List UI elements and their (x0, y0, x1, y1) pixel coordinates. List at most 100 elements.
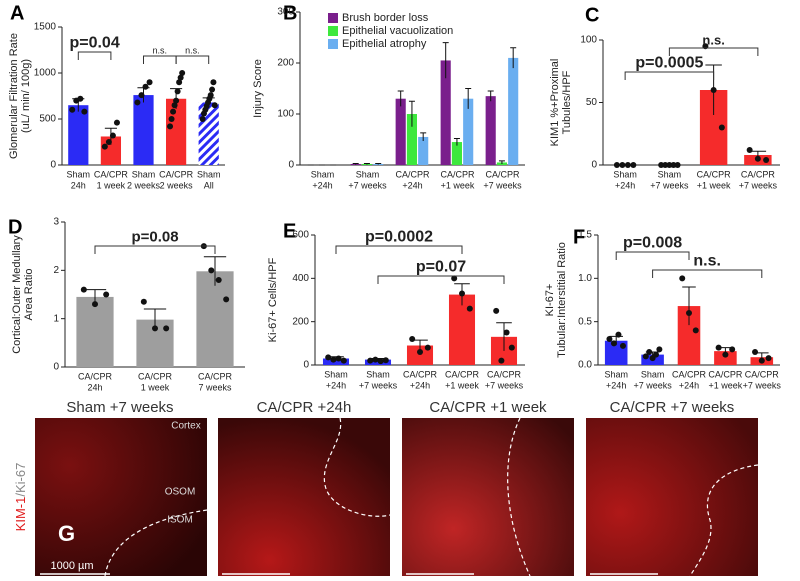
significance-bracket (668, 47, 759, 56)
y-axis-label: Glomerular Filtration Rate (8, 33, 20, 159)
data-point (69, 106, 76, 113)
error-bar (363, 162, 370, 165)
y-tick-label: 200 (277, 58, 294, 69)
x-tick-label: +7 weeks (650, 180, 689, 190)
micrograph-title: CA/CPR +24h (257, 399, 352, 416)
data-point (451, 275, 458, 282)
y-tick-label: 2 (53, 265, 59, 276)
scale-bar-label: 1000 µm (50, 560, 93, 572)
x-tick-label: +1 week (709, 380, 743, 390)
bar (418, 136, 429, 165)
data-point (103, 291, 110, 298)
y-tick-label: 0 (50, 160, 56, 171)
legend-swatch (328, 26, 338, 36)
micrograph-panel: Sham +7 weeks CA/CPR +24h CA/CPR +1 week… (13, 399, 759, 577)
y-axis-label: Injury Score (252, 59, 264, 118)
x-tick-label: Sham (613, 169, 637, 179)
data-point (652, 351, 659, 358)
x-tick-label: 2 weeks (160, 180, 194, 190)
bar (677, 306, 701, 365)
x-tick-label: +24h (615, 180, 635, 190)
data-point (142, 83, 149, 90)
significance-bracket (377, 275, 505, 284)
region-label: Cortex (171, 421, 200, 432)
data-point (330, 356, 337, 363)
boundary-line (689, 464, 759, 577)
y-tick-label: 600 (292, 230, 309, 241)
error-bar (453, 137, 460, 146)
x-tick-label: +1 week (445, 380, 479, 390)
bar (714, 351, 737, 365)
data-point (729, 346, 736, 353)
micrograph (35, 418, 207, 576)
significance-bracket (652, 269, 763, 278)
data-point (174, 88, 181, 95)
x-tick-label: Sham (604, 369, 628, 379)
significance-bracket (77, 51, 112, 60)
data-point (152, 325, 158, 332)
y-tick-label: 0 (591, 160, 597, 171)
significance-label: n.s. (702, 32, 724, 47)
x-tick-label: CA/CPR (159, 169, 194, 179)
data-point (746, 147, 753, 153)
error-bar (375, 162, 382, 165)
x-tick-label: Sham (324, 369, 348, 379)
error-bar (496, 322, 512, 351)
data-point (710, 87, 717, 93)
data-point (109, 132, 116, 139)
data-point (134, 99, 141, 106)
stain-label-ki: /Ki-67 (13, 463, 28, 497)
x-tick-label: Sham (366, 369, 390, 379)
significance-label: p=0.0002 (365, 228, 433, 245)
boundary-line (104, 509, 208, 577)
y-tick-label: 500 (39, 114, 56, 125)
x-tick-label: CA/CPR (138, 371, 173, 381)
micrograph-title: CA/CPR +7 weeks (610, 399, 735, 416)
data-point (692, 327, 699, 334)
data-point (613, 162, 620, 168)
y-tick-label: 1000 (34, 68, 57, 79)
data-point (140, 298, 147, 305)
error-bar (352, 162, 359, 165)
y-axis-label: Cortical:Outer Medullary (11, 235, 23, 354)
x-tick-label: Sham (356, 169, 380, 179)
data-point (325, 354, 332, 361)
legend-swatch (328, 39, 338, 49)
panel-label: A (10, 2, 24, 24)
data-point (209, 86, 216, 93)
bar (508, 57, 519, 165)
stain-label: KIM-1/Ki-67 (13, 463, 28, 532)
y-axis-label: Area Ratio (23, 269, 35, 321)
y-tick-label: 100 (580, 35, 597, 46)
x-tick-label: 1 week (141, 382, 170, 392)
y-tick-label: 400 (292, 273, 309, 284)
data-point (372, 356, 379, 363)
x-tick-label: +7 weeks (739, 180, 778, 190)
data-point (382, 357, 389, 364)
y-tick-label: 0.0 (578, 360, 592, 371)
x-tick-label: CA/CPR (487, 369, 522, 379)
data-point (763, 157, 770, 163)
data-point (758, 357, 765, 364)
x-tick-label: 24h (87, 382, 102, 392)
bar (485, 96, 496, 165)
data-point (171, 102, 178, 109)
bar (451, 142, 462, 165)
significance-bracket (175, 55, 210, 64)
data-point (170, 108, 177, 115)
x-tick-label: +7 weeks (485, 380, 524, 390)
y-tick-label: 200 (292, 316, 309, 327)
data-point (686, 310, 692, 316)
x-tick-label: +24h (312, 180, 332, 190)
data-point (466, 305, 473, 312)
micrograph-title: CA/CPR +1 week (429, 399, 547, 416)
data-point (666, 162, 673, 168)
data-point (754, 155, 761, 162)
x-tick-label: Sham (132, 169, 156, 179)
error-bar (408, 100, 415, 127)
x-tick-label: Sham (658, 169, 682, 179)
data-point (752, 349, 759, 355)
x-tick-label: 1 week (97, 180, 126, 190)
y-tick-label: 0.5 (578, 316, 592, 327)
